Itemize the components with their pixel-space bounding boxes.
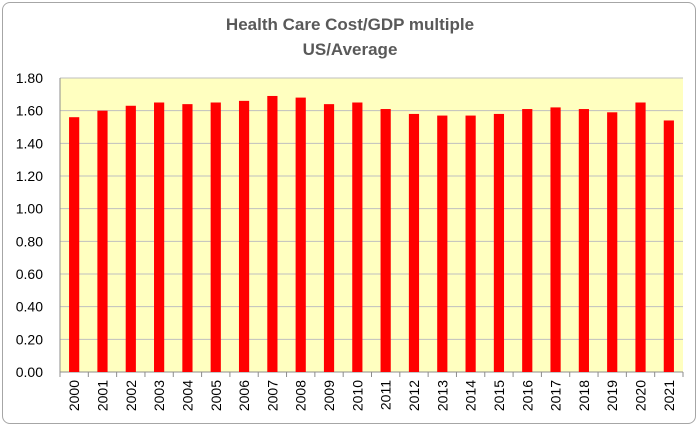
- bar-2012: [408, 113, 420, 372]
- chart-subtitle: US/Average: [302, 40, 398, 59]
- y-tick-label: 1.80: [16, 70, 43, 86]
- x-tick-label: 2001: [94, 380, 110, 411]
- bar-2005: [210, 102, 221, 372]
- bar-2010: [352, 102, 363, 372]
- bar-2013: [437, 115, 448, 373]
- x-tick-label: 2008: [293, 380, 309, 411]
- y-tick-label: 0.00: [16, 364, 43, 380]
- x-tick-label: 2003: [151, 380, 167, 411]
- x-tick-label: 2005: [208, 380, 224, 411]
- x-tick-label: 2017: [548, 380, 564, 411]
- bar-2021: [663, 120, 674, 372]
- x-tick-label: 2012: [406, 380, 422, 411]
- bar-2014: [465, 115, 476, 373]
- x-tick-label: 2010: [349, 380, 365, 411]
- bar-2019: [607, 112, 618, 373]
- bar-2016: [522, 109, 533, 373]
- bar-2011: [380, 109, 391, 373]
- x-tick-label: 2009: [321, 380, 337, 411]
- bar-2009: [323, 104, 335, 372]
- x-tick-label: 2021: [661, 380, 677, 411]
- bar-2015: [493, 113, 505, 372]
- x-tick-label: 2019: [604, 380, 620, 411]
- y-tick-label: 1.20: [16, 168, 43, 184]
- bar-2004: [182, 104, 193, 372]
- y-tick-label: 0.60: [16, 266, 43, 282]
- bar-2003: [154, 102, 165, 372]
- chart-title: Health Care Cost/GDP multiple: [225, 15, 475, 34]
- bar-2008: [295, 97, 306, 372]
- y-tick-label: 0.40: [16, 299, 43, 315]
- y-tick-label: 1.00: [16, 201, 43, 217]
- bar-2020: [635, 102, 646, 372]
- bar-2000: [69, 117, 80, 372]
- bar-2006: [238, 100, 250, 372]
- x-tick-label: 2000: [66, 380, 82, 411]
- x-tick-label: 2013: [434, 380, 450, 411]
- plot-area: [60, 78, 683, 372]
- x-tick-label: 2002: [123, 380, 139, 411]
- x-tick-label: 2007: [264, 380, 280, 411]
- y-tick-label: 1.40: [16, 135, 43, 151]
- bar-2007: [267, 95, 278, 372]
- bar-2018: [578, 109, 589, 373]
- y-tick-label: 0.80: [16, 233, 43, 249]
- bar-2017: [550, 107, 561, 373]
- x-tick-label: 2015: [491, 380, 507, 411]
- x-tick-label: 2020: [633, 380, 649, 411]
- x-tick-label: 2011: [378, 380, 394, 410]
- y-tick-label: 1.60: [16, 103, 43, 119]
- x-tick-label: 2014: [463, 380, 479, 411]
- x-tick-label: 2006: [236, 380, 252, 411]
- x-tick-label: 2016: [519, 380, 535, 411]
- bar-2002: [125, 105, 136, 373]
- x-tick-label: 2004: [179, 380, 195, 411]
- bar-2001: [97, 110, 108, 373]
- x-tick-label: 2018: [576, 380, 592, 411]
- y-tick-label: 0.20: [16, 331, 43, 347]
